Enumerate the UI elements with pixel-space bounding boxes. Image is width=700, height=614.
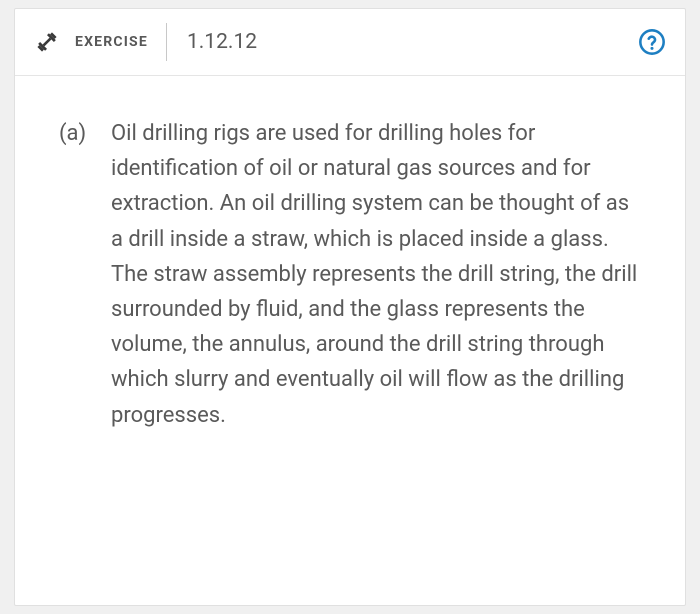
exercise-label: EXERCISE (75, 34, 148, 50)
item-marker: (a) (59, 116, 111, 151)
exercise-content: (a) Oil drilling rigs are used for drill… (15, 76, 685, 453)
header-divider (166, 23, 167, 61)
exercise-number: 1.12.12 (187, 30, 637, 54)
help-icon[interactable] (637, 27, 667, 57)
exercise-header: EXERCISE 1.12.12 (15, 9, 685, 76)
exercise-card: EXERCISE 1.12.12 (a) Oil drilling rigs a… (14, 8, 686, 606)
exercise-item: (a) Oil drilling rigs are used for drill… (59, 116, 641, 433)
dumbbell-icon (33, 28, 61, 56)
item-text: Oil drilling rigs are used for drilling … (111, 116, 641, 433)
